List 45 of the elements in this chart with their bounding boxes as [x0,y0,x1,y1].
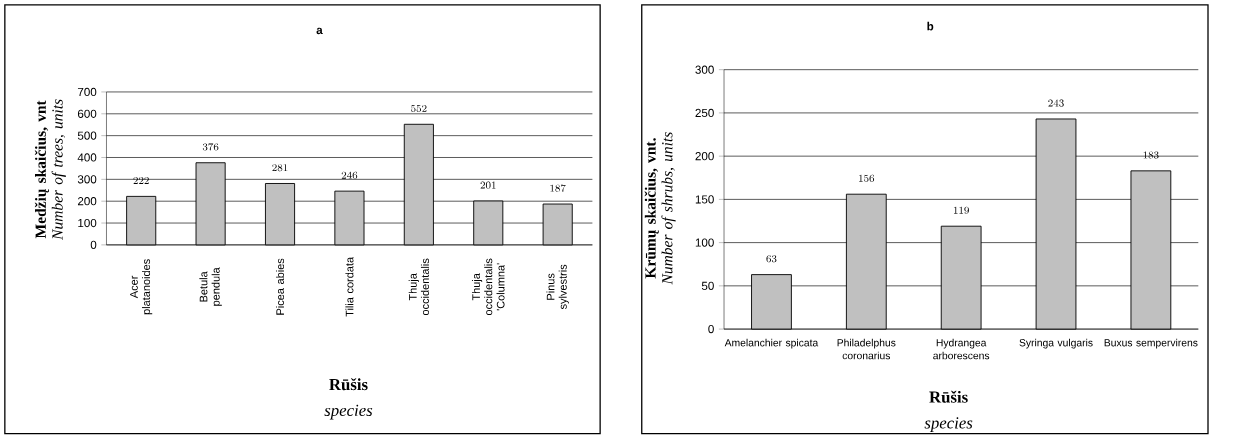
chart-title: b [927,22,934,31]
chart-title: a [316,28,323,35]
x-axis-title: Rūšis species [924,391,973,433]
x-tick-label: Betula pendula [199,267,222,306]
data-label: 63 [766,255,777,263]
y-tick-label: 300 [77,175,97,184]
x-tick-label: Pinus sylvestris [546,264,569,310]
x-tick-label: Amelanchier spicata [724,339,819,349]
data-label: 222 [133,177,149,185]
x-tick-label: Thuja occidentalis [408,258,429,316]
data-label: 376 [202,143,219,151]
y-tick-label: 150 [695,195,714,204]
x-tick-label: Hydrangea arborescens [933,339,990,360]
data-label: 243 [1048,99,1064,107]
y-tick-label: 50 [701,281,714,291]
y-tick-label: 0 [708,325,714,334]
x-tick-label: Acer platanoides [130,259,153,315]
data-label: 119 [953,207,969,215]
y-tick-label: 600 [77,109,97,119]
y-tick-label: 100 [78,219,97,228]
x-tick-label: Philadelphus coronarius [837,339,896,360]
data-label: 281 [272,164,288,172]
x-tick-label: Buxus sempervirens [1104,339,1198,349]
y-tick-label: 700 [77,88,97,97]
x-axis-title: Rūšis species [324,378,373,420]
x-tick-label: Syringa vulgaris [1019,339,1093,349]
data-label: 187 [550,184,566,192]
data-label: 156 [859,175,875,183]
data-label: 246 [341,171,358,180]
y-tick-label: 500 [77,131,97,141]
y-tick-label: 100 [695,238,714,247]
data-label: 183 [1143,151,1159,159]
y-tick-label: 300 [695,65,714,75]
y-tick-label: 400 [77,153,97,162]
x-tick-label: Thuja occidentalis 'Columna' [471,258,505,316]
y-tick-label: 200 [695,152,714,161]
y-axis-title: Krūmų skaičius, vnt. Number of shrubs, units [644,132,676,285]
data-label: 552 [411,105,427,113]
y-tick-label: 250 [695,109,714,118]
y-tick-label: 200 [77,197,97,206]
y-axis-title: Medžių skaičius, vnt Number of trees, units [34,99,66,241]
x-tick-label: Picea abies [275,258,285,315]
x-tick-label: Tilia cordata [345,257,354,317]
y-tick-label: 0 [90,241,97,250]
data-label: 201 [480,181,496,189]
